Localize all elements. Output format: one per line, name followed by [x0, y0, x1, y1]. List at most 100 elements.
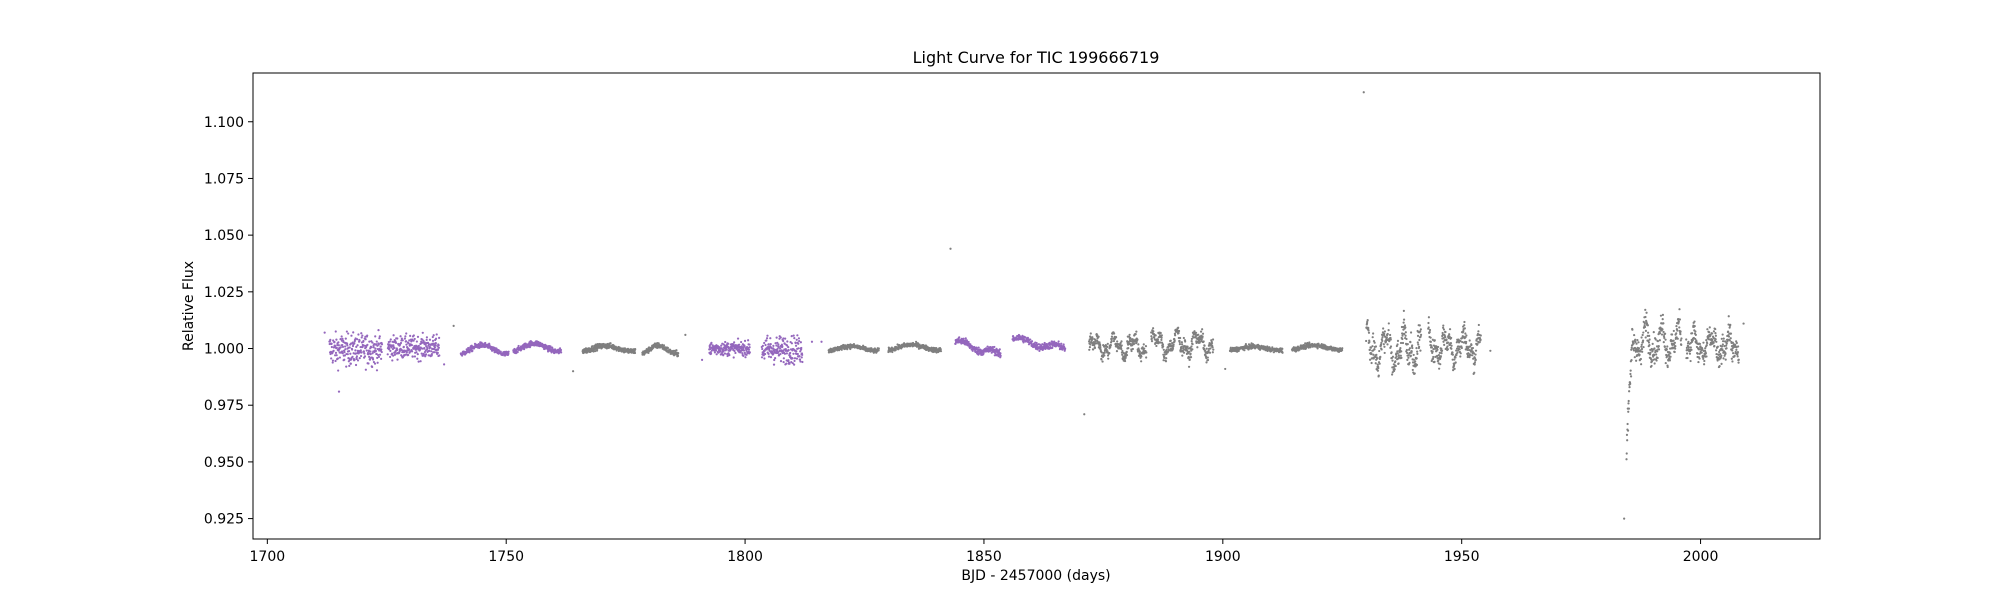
data-point: [977, 346, 980, 349]
data-point: [1708, 326, 1711, 329]
data-point: [1155, 344, 1158, 348]
data-point: [1727, 330, 1730, 333]
data-point: [1427, 321, 1430, 325]
data-point: [798, 339, 801, 343]
data-point: [1374, 345, 1378, 348]
data-point: [1106, 350, 1109, 353]
data-point: [1320, 343, 1323, 346]
data-point: [729, 348, 732, 351]
data-point: [1204, 353, 1207, 356]
data-point: [1187, 352, 1190, 355]
data-point: [1144, 345, 1148, 348]
data-point: [1664, 332, 1667, 335]
data-point: [332, 349, 335, 352]
data-point: [782, 357, 785, 360]
data-point: [1463, 327, 1466, 330]
data-point: [1372, 357, 1375, 360]
data-point: [1393, 368, 1396, 371]
data-point: [715, 353, 718, 356]
data-point: [711, 344, 714, 347]
data-point: [1446, 345, 1449, 348]
data-point: [1439, 355, 1442, 358]
data-point: [1737, 345, 1740, 348]
data-point: [1187, 365, 1191, 368]
data-point: [335, 354, 338, 357]
data-point: [1431, 357, 1435, 360]
data-point: [1465, 340, 1468, 344]
data-point: [1675, 325, 1678, 328]
data-point: [594, 349, 597, 353]
data-point: [1430, 344, 1433, 347]
data-point: [1204, 349, 1207, 352]
data-point: [1188, 350, 1191, 353]
data-point: [797, 337, 801, 340]
data-point: [797, 347, 800, 350]
data-point: [1189, 356, 1193, 359]
data-point: [1091, 337, 1094, 340]
data-point: [1470, 343, 1473, 347]
data-point: [1477, 323, 1480, 327]
data-point: [1464, 336, 1467, 339]
data-point: [1160, 336, 1163, 339]
data-point: [1386, 343, 1389, 346]
data-point: [609, 342, 612, 345]
data-point: [1416, 350, 1419, 353]
data-point: [677, 352, 680, 355]
data-point: [1722, 357, 1725, 360]
data-point: [1089, 332, 1092, 335]
data-point: [378, 335, 381, 338]
data-point: [371, 365, 374, 369]
data-point: [1464, 332, 1467, 335]
data-point: [433, 351, 436, 354]
data-point: [1174, 334, 1177, 337]
data-point: [436, 351, 439, 354]
data-point: [376, 356, 379, 359]
data-point: [413, 337, 416, 341]
data-point: [1455, 349, 1458, 352]
data-point: [377, 355, 381, 359]
data-point: [346, 353, 349, 356]
data-point: [1676, 329, 1679, 332]
data-point: [1650, 364, 1653, 368]
data-point: [1198, 341, 1201, 344]
data-point: [1645, 322, 1649, 325]
data-point: [1196, 346, 1199, 349]
data-point: [763, 352, 767, 356]
data-point: [1473, 363, 1476, 366]
data-point: [415, 351, 418, 354]
data-point: [748, 346, 751, 349]
data-point: [1468, 356, 1471, 359]
data-point: [1441, 331, 1444, 335]
data-point: [329, 338, 332, 342]
data-point: [1459, 355, 1462, 358]
data-point: [652, 346, 655, 349]
data-point: [1134, 333, 1137, 336]
data-point: [1373, 341, 1376, 344]
data-point: [773, 358, 776, 362]
data-point: [371, 352, 374, 355]
data-point: [404, 340, 408, 343]
data-point: [764, 343, 767, 347]
data-point: [1471, 346, 1475, 350]
data-point: [436, 348, 440, 351]
data-point: [723, 352, 727, 355]
data-point: [1172, 343, 1175, 346]
data-point: [763, 357, 766, 360]
data-point: [413, 355, 417, 358]
data-point: [401, 356, 405, 359]
data-point: [377, 329, 380, 332]
data-point: [375, 340, 378, 343]
data-point: [1110, 338, 1113, 341]
data-point: [355, 357, 358, 361]
data-point: [1705, 355, 1708, 358]
data-point: [358, 356, 361, 360]
data-point: [418, 348, 422, 351]
data-point: [1664, 361, 1667, 365]
data-point: [1665, 354, 1669, 358]
data-point: [666, 346, 670, 350]
data-point: [1436, 354, 1439, 357]
data-point: [1479, 334, 1482, 337]
data-point: [710, 341, 713, 344]
y-tick-label: 1.100: [204, 115, 244, 131]
data-point: [352, 331, 355, 334]
